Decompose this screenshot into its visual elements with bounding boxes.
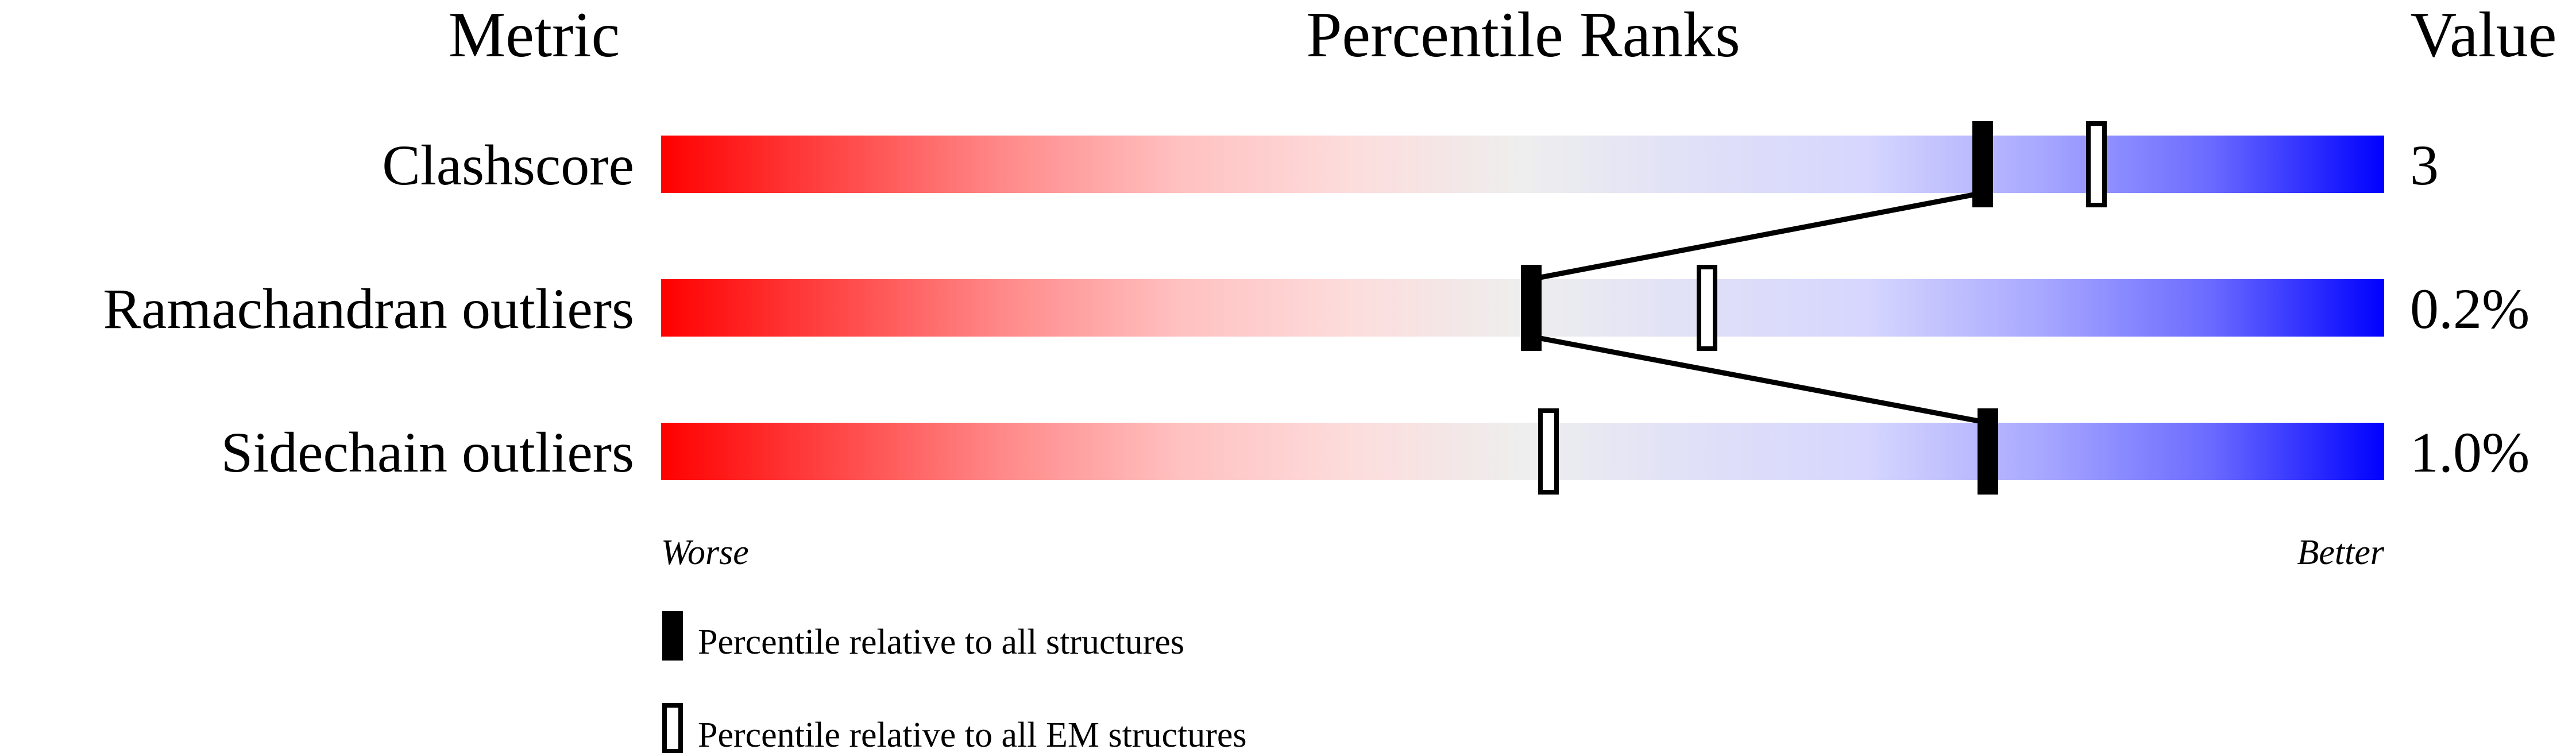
header-metric: Metric — [449, 0, 620, 71]
better-label: Better — [2297, 533, 2385, 572]
header-value: Value — [2410, 0, 2556, 71]
metric-label: Ramachandran outliers — [103, 277, 634, 341]
metric-label: Sidechain outliers — [221, 420, 634, 484]
metric-label: Clashscore — [382, 133, 634, 197]
worse-label: Worse — [661, 533, 749, 572]
legend-filled-marker — [662, 611, 683, 661]
all-percentile-marker — [1972, 121, 1993, 207]
connector-line — [1531, 190, 1983, 282]
percentile-bar — [661, 136, 2384, 193]
all-percentile-marker — [1978, 408, 1998, 495]
legend-all-structures: Percentile relative to all structures — [698, 623, 1184, 662]
metric-value: 0.2% — [2410, 277, 2529, 341]
header-percentile-ranks: Percentile Ranks — [1306, 0, 1740, 71]
all-percentile-marker — [1521, 265, 1542, 351]
percentile-bar — [661, 423, 2384, 480]
legend-open-marker — [662, 703, 683, 753]
metric-value: 3 — [2410, 133, 2439, 197]
em-percentile-marker — [2086, 121, 2107, 207]
legend-em-structures: Percentile relative to all EM structures — [698, 716, 1247, 753]
em-percentile-marker — [1697, 265, 1717, 351]
metric-value: 1.0% — [2410, 420, 2529, 484]
em-percentile-marker — [1538, 408, 1559, 495]
connector-line — [1531, 334, 1988, 426]
